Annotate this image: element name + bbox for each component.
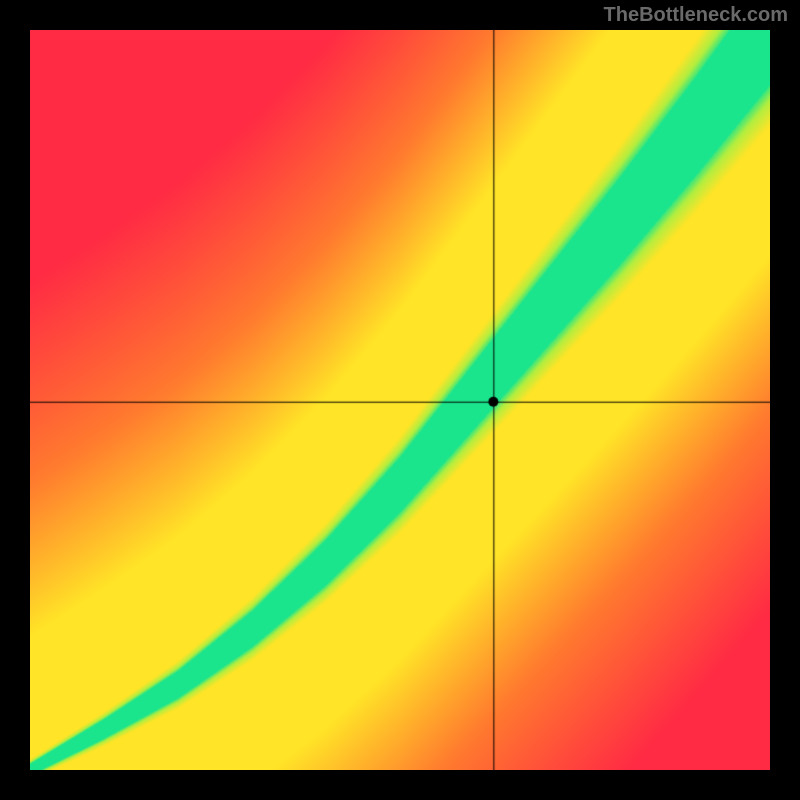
watermark-text: TheBottleneck.com [604, 4, 788, 27]
heatmap-canvas [30, 30, 770, 770]
chart-container: TheBottleneck.com [0, 0, 800, 800]
heatmap-plot [30, 30, 770, 770]
